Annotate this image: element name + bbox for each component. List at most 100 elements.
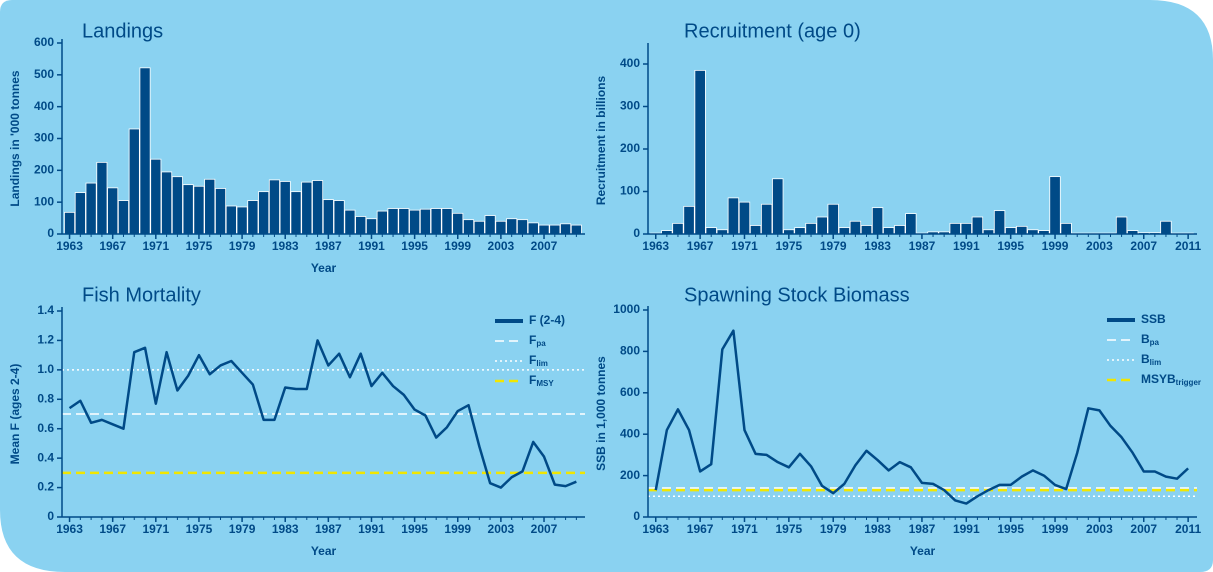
bar: [398, 208, 410, 235]
bar: [409, 209, 421, 235]
bar: [516, 219, 528, 235]
bar: [905, 213, 917, 235]
legend-label-main: MSYB: [1141, 372, 1176, 386]
chart-title: Fish Mortality: [82, 284, 201, 306]
bar: [161, 171, 173, 235]
x-tick-label: 1963: [56, 239, 83, 253]
bar: [894, 225, 906, 235]
bar: [549, 224, 561, 235]
y-axis-label: Mean F (ages 2-4): [8, 364, 22, 465]
legend-label: F (2-4): [529, 313, 565, 327]
y-tick-label: 0: [633, 509, 640, 523]
legend-label: Blim: [1141, 352, 1161, 367]
bar: [960, 222, 972, 235]
y-tick-label: 0: [47, 226, 54, 240]
legend-label: MSYBtrigger: [1141, 372, 1201, 387]
x-tick-label: 1991: [358, 522, 385, 536]
bar: [150, 158, 162, 235]
x-tick-label: 2003: [1086, 239, 1113, 253]
legend-label-main: F: [529, 353, 536, 367]
bar: [301, 181, 313, 235]
bar: [1049, 176, 1061, 235]
x-tick-label: 2007: [1130, 239, 1157, 253]
y-tick-label: 1.4: [37, 303, 54, 317]
bar: [1016, 225, 1028, 235]
x-tick-label: 1987: [909, 239, 936, 253]
x-tick-label: 1987: [315, 239, 342, 253]
bar: [247, 200, 259, 235]
x-tick-label: 1999: [1042, 239, 1069, 253]
y-tick-label: 1.0: [37, 362, 54, 376]
y-tick-label: 100: [34, 194, 54, 208]
bar: [225, 205, 237, 235]
y-tick-label: 500: [34, 67, 54, 81]
bar: [430, 208, 442, 235]
chart-title: Spawning Stock Biomass: [684, 284, 910, 306]
x-tick-label: 1963: [642, 522, 669, 536]
bar: [560, 223, 572, 235]
y-tick-label: 300: [620, 99, 640, 113]
x-tick-label: 1995: [401, 239, 428, 253]
y-tick-label: 0: [47, 509, 54, 523]
x-tick-label: 1967: [687, 239, 714, 253]
y-tick-label: 400: [620, 56, 640, 70]
y-tick-label: 600: [34, 35, 54, 49]
bar: [322, 199, 334, 235]
legend-label: SSB: [1141, 312, 1166, 326]
bar: [949, 222, 961, 235]
bar: [258, 191, 270, 235]
bar: [1160, 220, 1172, 235]
bar: [193, 185, 205, 235]
x-tick-label: 1995: [997, 239, 1024, 253]
x-tick-label: 1971: [731, 239, 758, 253]
y-tick-label: 600: [620, 385, 640, 399]
y-tick-label: 0.2: [37, 480, 54, 494]
bar: [74, 192, 86, 235]
bar: [683, 205, 695, 235]
bar: [971, 216, 984, 235]
x-tick-label: 1991: [358, 239, 385, 253]
x-tick-label: 1979: [820, 239, 847, 253]
bar: [506, 218, 518, 235]
bar: [849, 220, 862, 235]
y-tick-label: 200: [34, 163, 54, 177]
x-tick-label: 1979: [229, 239, 256, 253]
x-tick-label: 1999: [444, 239, 471, 253]
bar: [139, 67, 151, 235]
bar: [419, 208, 431, 235]
bar: [827, 203, 839, 235]
legend-label-subscript: MSY: [536, 379, 554, 388]
x-tick-label: 1975: [186, 239, 213, 253]
legend-label-main: F: [529, 333, 536, 347]
bar: [672, 222, 684, 235]
bar: [495, 220, 507, 235]
x-axis-label: Year: [311, 544, 337, 558]
x-tick-label: 1979: [820, 522, 847, 536]
bar: [1005, 227, 1017, 235]
bar: [268, 179, 280, 235]
x-tick-label: 1975: [186, 522, 213, 536]
x-tick-label: 1979: [229, 522, 256, 536]
bar: [570, 224, 582, 235]
bar: [860, 225, 873, 235]
x-tick-label: 2003: [488, 522, 515, 536]
x-tick-label: 1991: [953, 522, 980, 536]
x-tick-label: 1967: [99, 522, 126, 536]
x-tick-label: 2007: [531, 522, 558, 536]
legend-label: FMSY: [529, 373, 554, 388]
bar: [694, 69, 706, 235]
y-tick-label: 400: [620, 426, 640, 440]
bar: [452, 212, 464, 235]
bar: [527, 222, 539, 235]
bar: [871, 207, 884, 235]
x-tick-label: 1987: [315, 522, 342, 536]
bar: [96, 161, 108, 235]
bar: [376, 210, 388, 235]
bar: [473, 220, 485, 235]
chart-title: Recruitment (age 0): [684, 20, 861, 42]
y-tick-label: 0.6: [37, 421, 54, 435]
y-tick-label: 1000: [613, 302, 640, 316]
legend-label-subscript: lim: [1150, 358, 1162, 367]
x-tick-label: 2003: [1086, 522, 1113, 536]
